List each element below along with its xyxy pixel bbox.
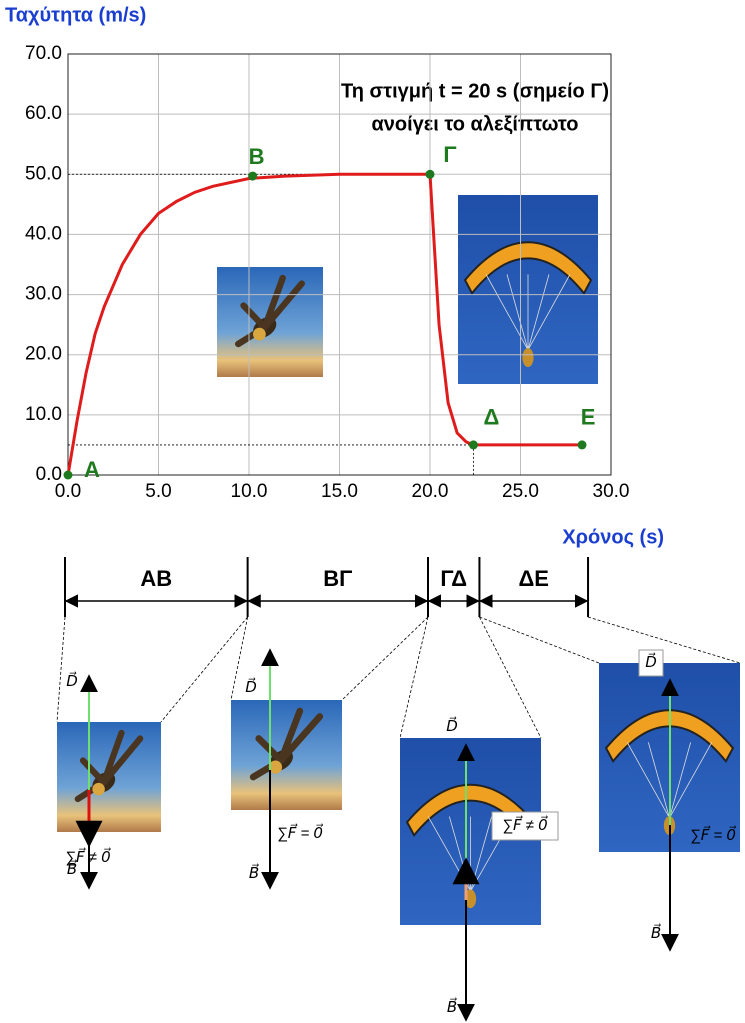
net-force-label: ∑F⃗ = 0⃗ (277, 823, 323, 842)
photo-figure (522, 348, 533, 367)
interval-label: ΒΓ (323, 566, 352, 591)
point-marker (578, 440, 587, 449)
interval-label: ΓΔ (440, 566, 467, 591)
drag-label: D⃗ (66, 671, 78, 690)
lead-line (479, 617, 599, 663)
x-axis-title: Χρόνος (s) (562, 526, 664, 548)
point-label: Α (84, 457, 100, 482)
lead-line (342, 617, 428, 700)
x-tick-label: 10.0 (231, 481, 268, 502)
photo-figure (92, 783, 104, 795)
point-label: Δ (484, 405, 500, 430)
y-tick-label: 30.0 (25, 284, 62, 305)
y-tick-label: 10.0 (25, 404, 62, 425)
point-marker (64, 471, 73, 480)
lead-line (588, 617, 740, 663)
lead-line (57, 617, 65, 722)
lead-line (400, 617, 428, 738)
annotation: ανοίγει το αλεξίπτωτο (371, 113, 578, 135)
photo-figure (253, 328, 266, 341)
y-tick-label: 50.0 (25, 163, 62, 184)
x-tick-label: 30.0 (593, 481, 630, 502)
y-tick-label: 60.0 (25, 103, 62, 124)
weight-label: B⃗ (67, 859, 77, 878)
weight-label: B⃗ (249, 863, 259, 882)
y-tick-label: 40.0 (25, 223, 62, 244)
y-tick-label: 20.0 (25, 344, 62, 365)
y-tick-label: 70.0 (25, 43, 62, 64)
point-marker (469, 440, 478, 449)
point-marker (426, 170, 435, 179)
net-force-label: ∑F⃗ = 0⃗ (690, 825, 736, 844)
lead-line (479, 617, 541, 738)
point-label: Γ (443, 142, 456, 167)
page: Ταχύτητα (m/s) Χρόνος (s) Τη στιγμή t = … (0, 0, 745, 1023)
interval-label: ΔΕ (518, 566, 549, 591)
x-tick-label: 25.0 (502, 481, 539, 502)
x-tick-label: 0.0 (55, 481, 81, 502)
y-axis-title: Ταχύτητα (m/s) (5, 4, 146, 26)
annotation: Τη στιγμή t = 20 s (σημείο Γ) (341, 80, 609, 102)
drag-label: D⃗ (245, 677, 257, 696)
drag-label: D⃗ (446, 716, 458, 735)
drag-label: D⃗ (645, 652, 657, 671)
point-label: Β (249, 144, 265, 169)
weight-label: B⃗ (651, 923, 661, 942)
x-tick-label: 5.0 (145, 481, 171, 502)
net-force-label: ∑F⃗ ≠ 0⃗ (502, 815, 548, 834)
x-tick-label: 20.0 (412, 481, 449, 502)
interval-label: ΑΒ (140, 566, 172, 591)
point-marker (248, 172, 257, 181)
point-label: Ε (581, 405, 596, 430)
weight-label: B⃗ (447, 997, 457, 1016)
figure: Ταχύτητα (m/s) Χρόνος (s) Τη στιγμή t = … (0, 0, 745, 1023)
x-tick-label: 15.0 (321, 481, 358, 502)
